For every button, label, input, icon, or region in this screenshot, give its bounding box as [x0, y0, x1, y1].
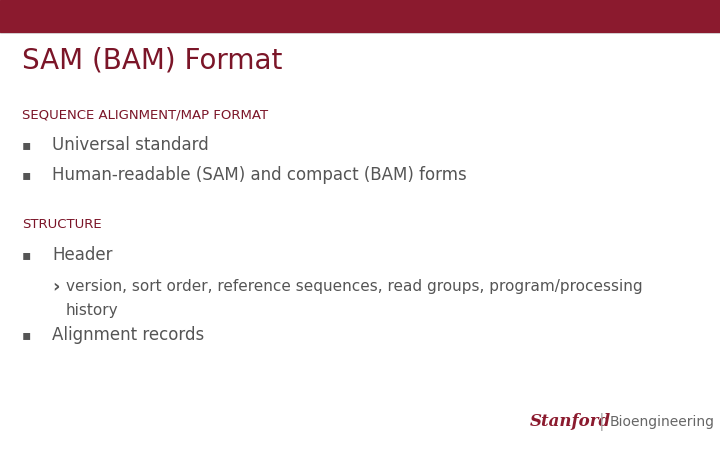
Text: SAM (BAM) Format: SAM (BAM) Format	[22, 46, 282, 74]
Text: version, sort order, reference sequences, read groups, program/processing: version, sort order, reference sequences…	[66, 279, 643, 294]
Text: ▪: ▪	[22, 248, 32, 262]
Text: Bioengineering: Bioengineering	[610, 415, 715, 429]
Bar	[0, 0, 720, 32]
Text: STRUCTURE: STRUCTURE	[22, 219, 102, 231]
Text: Stanford: Stanford	[530, 414, 611, 431]
Text: Header: Header	[52, 246, 112, 264]
Text: Human-readable (SAM) and compact (BAM) forms: Human-readable (SAM) and compact (BAM) f…	[52, 166, 467, 184]
Text: ›: ›	[52, 278, 60, 296]
Text: ▪: ▪	[22, 138, 32, 152]
Text: history: history	[66, 302, 119, 318]
Text: Alignment records: Alignment records	[52, 326, 204, 344]
Text: ▪: ▪	[22, 168, 32, 182]
Text: |: |	[599, 413, 605, 431]
Text: ▪: ▪	[22, 328, 32, 342]
Text: SEQUENCE ALIGNMENT/MAP FORMAT: SEQUENCE ALIGNMENT/MAP FORMAT	[22, 108, 268, 122]
Text: Universal standard: Universal standard	[52, 136, 209, 154]
